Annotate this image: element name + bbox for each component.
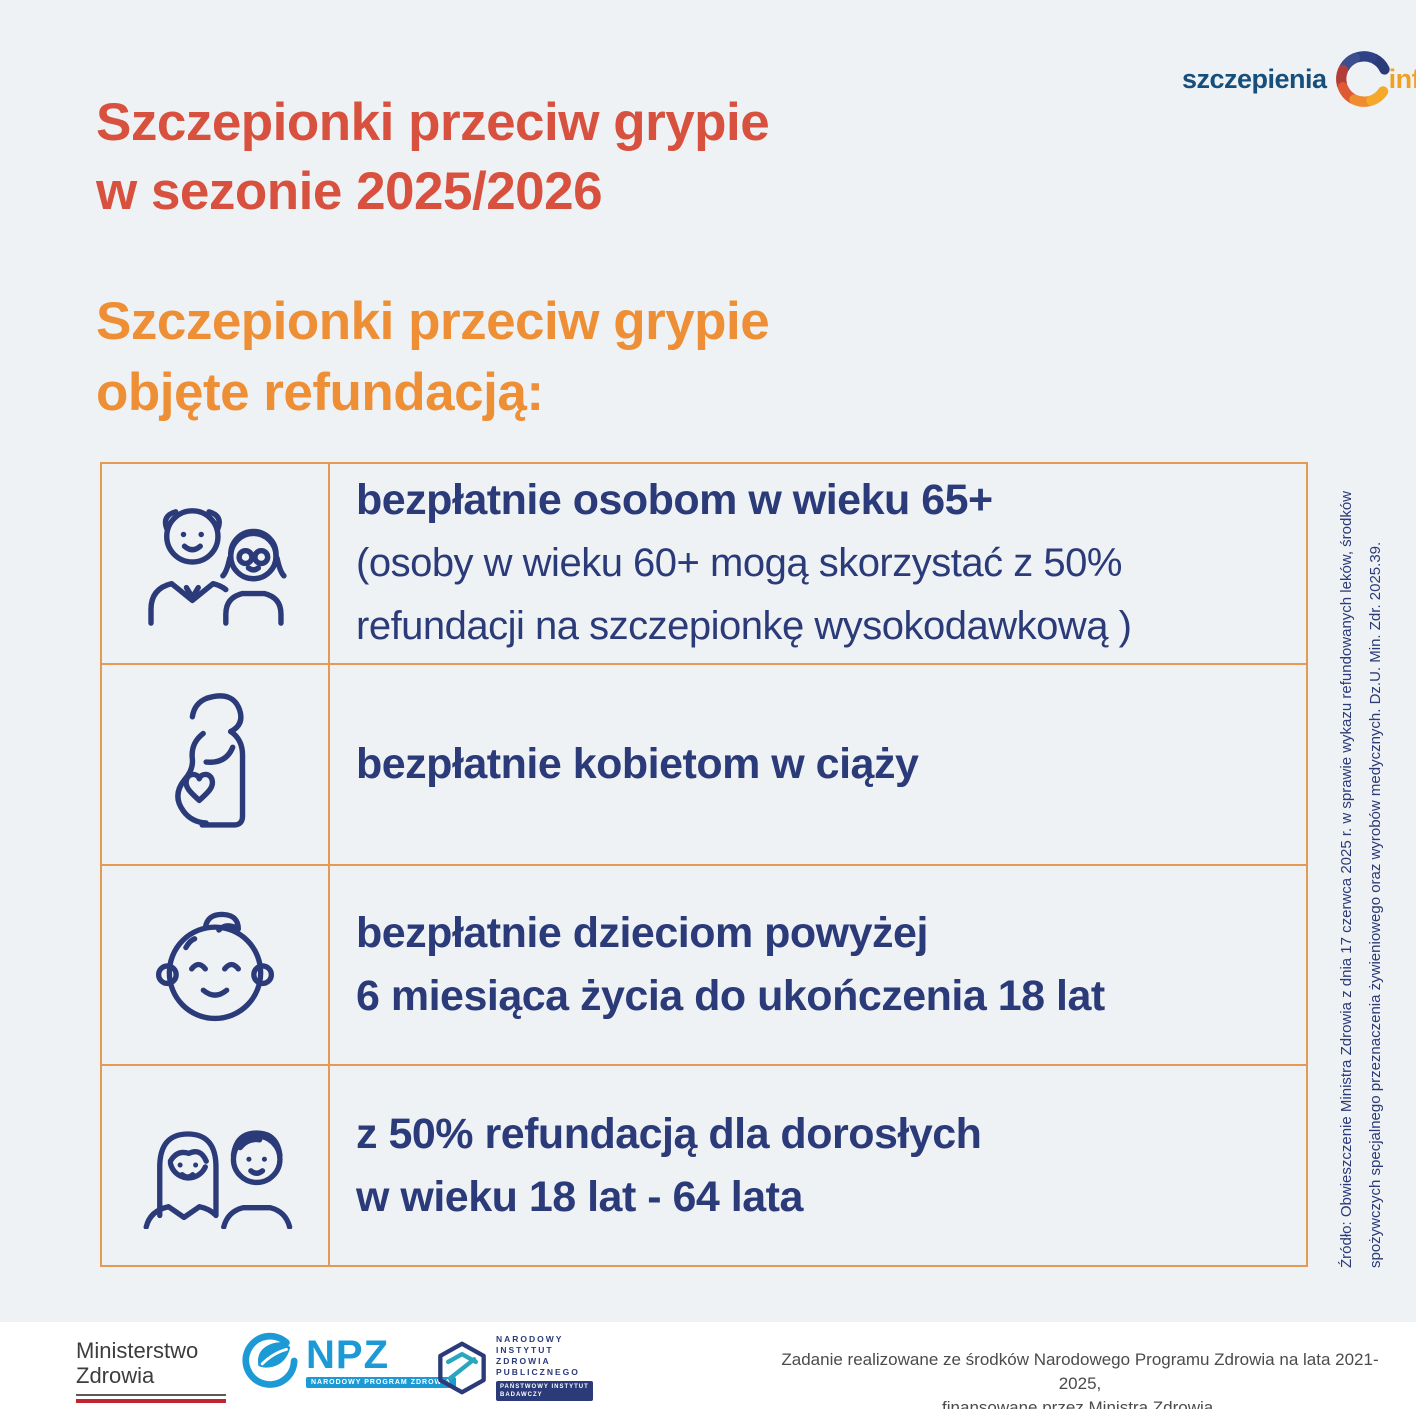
row-icon-cell [102, 865, 330, 1065]
source-note-line1: Źródło: Obwieszczenie Ministra Zdrowia z… [1338, 490, 1355, 1268]
funding-line1: Zadanie realizowane ze środków Narodoweg… [781, 1350, 1379, 1393]
source-note: Źródło: Obwieszczenie Ministra Zdrowia z… [1332, 491, 1390, 1268]
table-row-pregnant: bezpłatnie kobietom w ciąży [102, 662, 1306, 864]
row-title: bezpłatnie kobietom w ciąży [356, 739, 919, 788]
pzh-badge-line1: PAŃSTWOWY INSTYTUT [500, 1384, 589, 1390]
brand-text-info: info [1388, 63, 1416, 94]
npz-logo: NPZ NARODOWY PROGRAM ZDROWIA [240, 1332, 457, 1390]
table-row-children: bezpłatnie dzieciom powyżej 6 miesiąca ż… [102, 863, 1306, 1065]
baby-icon [155, 911, 275, 1021]
row-title-line2: 6 miesiąca życia do ukończenia 18 lat [356, 971, 1105, 1020]
pzh-text-line3: ZDROWIA [496, 1356, 551, 1366]
pzh-hexagon-icon [438, 1341, 486, 1394]
npz-subtext: NARODOWY PROGRAM ZDROWIA [306, 1376, 457, 1388]
row-icon-cell [102, 464, 330, 663]
ministry-logo-line1: Ministerstwo [76, 1338, 199, 1363]
row-detail-line2: refundacji na szczepionkę wysokodawkową … [356, 603, 1132, 648]
source-note-line2: spożywczych specjalnego przeznaczenia ży… [1367, 541, 1384, 1268]
szczepienia-info-logo: szczepienia info [1182, 48, 1416, 110]
ministry-logo-red-rule [76, 1399, 226, 1403]
ministry-of-health-logo: Ministerstwo Zdrowia [76, 1338, 226, 1403]
pzh-text-line4: PUBLICZNEGO [496, 1367, 580, 1377]
npz-swoosh-icon [242, 1332, 298, 1388]
footer: Ministerstwo Zdrowia NPZ NARODOWY PROGRA… [0, 1322, 1416, 1409]
page-title-line1: Szczepionki przeciw grypie [96, 93, 770, 152]
table-row-seniors: bezpłatnie osobom w wieku 65+ (osoby w w… [102, 464, 1306, 663]
ministry-logo-gray-rule [76, 1394, 226, 1396]
funding-statement: Zadanie realizowane ze środków Narodoweg… [770, 1348, 1390, 1409]
page-title: Szczepionki przeciw grypie w sezonie 202… [96, 88, 770, 226]
row-text-cell: bezpłatnie dzieciom powyżej 6 miesiąca ż… [330, 866, 1306, 1065]
pregnant-woman-icon [175, 693, 246, 828]
npz-acronym: NPZ [306, 1332, 389, 1377]
pzh-badge: PAŃSTWOWY INSTYTUT BADAWCZY [496, 1381, 593, 1401]
adult-couple-icon [143, 1130, 293, 1229]
refund-table: bezpłatnie osobom w wieku 65+ (osoby w w… [100, 462, 1308, 1267]
row-title-line2: w wieku 18 lat - 64 lata [356, 1172, 803, 1221]
row-title-line1: z 50% refundacją dla dorosłych [356, 1109, 982, 1158]
ministry-logo-line2: Zdrowia [76, 1363, 155, 1388]
row-text-cell: bezpłatnie kobietom w ciąży [330, 665, 1306, 864]
pzh-badge-line2: BADAWCZY [500, 1392, 543, 1398]
funding-line2: finansowane przez Ministra Zdrowia. [942, 1398, 1218, 1409]
row-title: bezpłatnie osobom w wieku 65+ [356, 475, 993, 524]
pzh-text-line1: NARODOWY [496, 1334, 564, 1344]
row-text-cell: z 50% refundacją dla dorosłych w wieku 1… [330, 1066, 1306, 1265]
row-detail-line1: (osoby w wieku 60+ mogą skorzystać z 50% [356, 540, 1122, 585]
elderly-couple-icon [148, 508, 287, 627]
brand-text-szczepienia: szczepienia [1182, 63, 1327, 94]
pzh-logo-text: NARODOWY INSTYTUT ZDROWIA PUBLICZNEGO PA… [496, 1334, 593, 1401]
row-icon-cell [102, 1066, 330, 1265]
section-subtitle-line2: objęte refundacją: [96, 363, 544, 422]
page-title-line2: w sezonie 2025/2026 [96, 162, 603, 221]
npz-logo-text: NPZ NARODOWY PROGRAM ZDROWIA [306, 1332, 457, 1388]
row-icon-cell [102, 664, 330, 864]
pzh-institute-logo: NARODOWY INSTYTUT ZDROWIA PUBLICZNEGO PA… [436, 1334, 593, 1401]
row-text-cell: bezpłatnie osobom w wieku 65+ (osoby w w… [330, 464, 1306, 663]
section-subtitle: Szczepionki przeciw grypie objęte refund… [96, 286, 770, 428]
pzh-text-line2: INSTYTUT [496, 1345, 554, 1355]
table-row-adults: z 50% refundacją dla dorosłych w wieku 1… [102, 1064, 1306, 1265]
row-title-line1: bezpłatnie dzieciom powyżej [356, 908, 928, 957]
section-subtitle-line1: Szczepionki przeciw grypie [96, 292, 770, 351]
segmented-ring-icon [1335, 51, 1390, 107]
